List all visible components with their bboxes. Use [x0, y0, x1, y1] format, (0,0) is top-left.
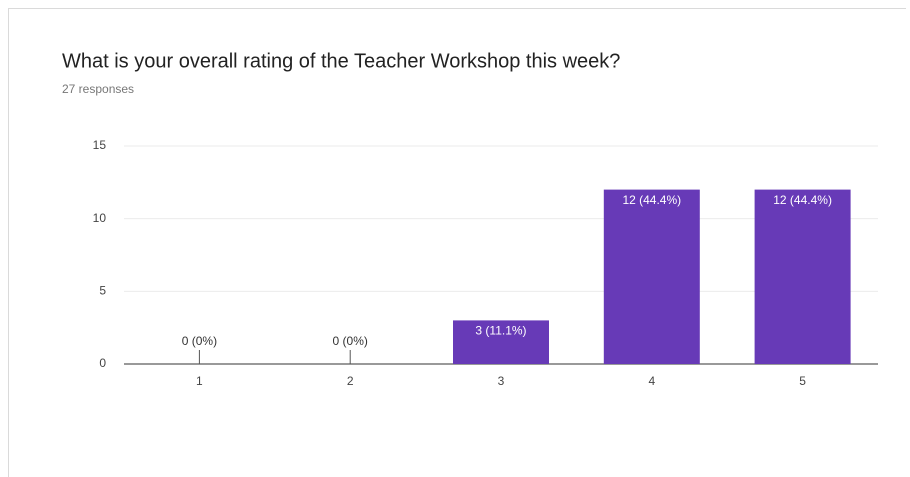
bar	[754, 189, 851, 364]
y-tick-label: 15	[93, 138, 107, 152]
x-tick-label: 3	[498, 374, 505, 388]
bar	[603, 189, 700, 364]
x-tick-label: 1	[196, 374, 203, 388]
y-tick-label: 0	[99, 356, 106, 370]
data-label: 0 (0%)	[333, 334, 368, 348]
chart-subtitle: 27 responses	[62, 82, 134, 96]
data-label: 0 (0%)	[182, 334, 217, 348]
data-label: 12 (44.4%)	[622, 193, 681, 207]
chart-title: What is your overall rating of the Teach…	[62, 50, 620, 72]
y-tick-label: 10	[93, 211, 107, 225]
y-tick-label: 5	[99, 284, 106, 298]
bar	[453, 320, 549, 364]
data-label: 3 (11.1%)	[475, 324, 526, 338]
x-tick-label: 4	[648, 374, 655, 388]
card-border	[8, 8, 906, 477]
data-label: 12 (44.4%)	[773, 193, 832, 207]
x-tick-label: 2	[347, 374, 354, 388]
x-tick-label: 5	[799, 374, 806, 388]
